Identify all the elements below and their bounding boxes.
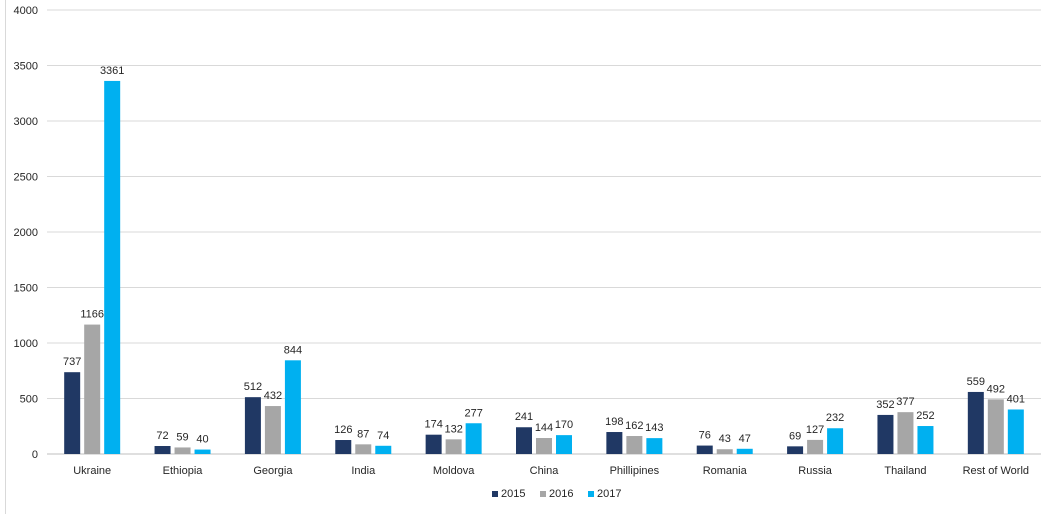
category-label: Rest of World xyxy=(963,465,1029,477)
data-label: 40 xyxy=(196,434,208,446)
bar xyxy=(696,445,713,454)
bar xyxy=(626,436,643,454)
data-label: 162 xyxy=(625,420,643,432)
y-tick-label: 500 xyxy=(20,394,38,406)
bar xyxy=(516,427,532,454)
bar xyxy=(967,391,984,454)
bar xyxy=(64,372,81,454)
data-label: 132 xyxy=(444,423,462,435)
y-tick-label: 0 xyxy=(32,449,38,461)
data-label: 43 xyxy=(719,433,731,445)
bar xyxy=(556,435,572,454)
bar xyxy=(787,446,804,454)
data-label: 512 xyxy=(244,381,262,393)
bar xyxy=(264,406,281,454)
bar xyxy=(807,439,824,454)
category-label: Russia xyxy=(798,465,833,477)
bar xyxy=(987,399,1004,454)
category-label: Ukraine xyxy=(73,465,111,477)
bar xyxy=(716,449,733,454)
bar xyxy=(84,324,101,454)
data-label: 3361 xyxy=(100,65,124,77)
data-label: 844 xyxy=(284,344,302,356)
data-label: 232 xyxy=(826,412,844,424)
bar xyxy=(244,397,261,454)
category-label: China xyxy=(530,465,560,477)
bar xyxy=(1007,409,1024,454)
bar xyxy=(897,412,914,454)
bar xyxy=(174,447,191,454)
bar xyxy=(877,414,894,454)
data-label: 126 xyxy=(334,424,352,436)
category-label: Georgia xyxy=(253,465,293,477)
legend-swatch xyxy=(588,491,594,497)
bar xyxy=(917,426,934,454)
bar xyxy=(335,440,352,454)
legend-swatch xyxy=(540,491,546,497)
y-tick-label: 4000 xyxy=(14,5,38,17)
bar xyxy=(375,445,392,454)
bar xyxy=(284,360,301,454)
y-tick-label: 1000 xyxy=(14,338,38,350)
category-label: Romania xyxy=(703,465,748,477)
data-label: 127 xyxy=(806,424,824,436)
y-tick-label: 2000 xyxy=(14,227,38,239)
data-label: 144 xyxy=(535,422,553,434)
bar xyxy=(736,448,753,454)
bar xyxy=(827,428,844,454)
legend-label: 2015 xyxy=(501,488,525,500)
data-label: 401 xyxy=(1007,393,1025,405)
legend-label: 2016 xyxy=(549,488,573,500)
data-label: 241 xyxy=(515,411,533,423)
category-label: Ethiopia xyxy=(163,465,204,477)
data-label: 737 xyxy=(63,356,81,368)
bar xyxy=(194,449,211,454)
data-label: 47 xyxy=(739,433,751,445)
data-label: 252 xyxy=(916,410,934,422)
bar xyxy=(465,423,482,454)
legend-label: 2017 xyxy=(597,488,621,500)
data-label: 559 xyxy=(967,376,985,388)
data-label: 1166 xyxy=(80,309,104,321)
bar xyxy=(606,432,623,454)
category-label: Thailand xyxy=(884,465,926,477)
data-label: 87 xyxy=(357,428,369,440)
category-label: Moldova xyxy=(433,465,475,477)
bar xyxy=(154,446,171,454)
y-tick-label: 2500 xyxy=(14,172,38,184)
data-label: 352 xyxy=(876,399,894,411)
category-label: Phillipines xyxy=(610,465,660,477)
data-label: 174 xyxy=(424,419,442,431)
data-label: 143 xyxy=(645,422,663,434)
data-label: 492 xyxy=(987,383,1005,395)
data-label: 69 xyxy=(789,430,801,442)
data-label: 170 xyxy=(555,419,573,431)
legend-swatch xyxy=(492,491,498,497)
y-tick-label: 3500 xyxy=(14,61,38,73)
data-label: 74 xyxy=(377,430,389,442)
data-label: 377 xyxy=(896,396,914,408)
data-label: 72 xyxy=(156,430,168,442)
data-label: 432 xyxy=(264,390,282,402)
bar xyxy=(104,80,121,454)
bar xyxy=(355,444,372,454)
bar xyxy=(445,439,462,454)
y-tick-label: 3000 xyxy=(14,116,38,128)
bar xyxy=(646,438,663,454)
bar xyxy=(425,434,442,454)
category-label: India xyxy=(351,465,376,477)
bar xyxy=(536,438,552,454)
data-label: 277 xyxy=(464,407,482,419)
data-label: 198 xyxy=(605,416,623,428)
y-tick-label: 1500 xyxy=(14,283,38,295)
data-label: 76 xyxy=(699,430,711,442)
data-label: 59 xyxy=(176,431,188,443)
